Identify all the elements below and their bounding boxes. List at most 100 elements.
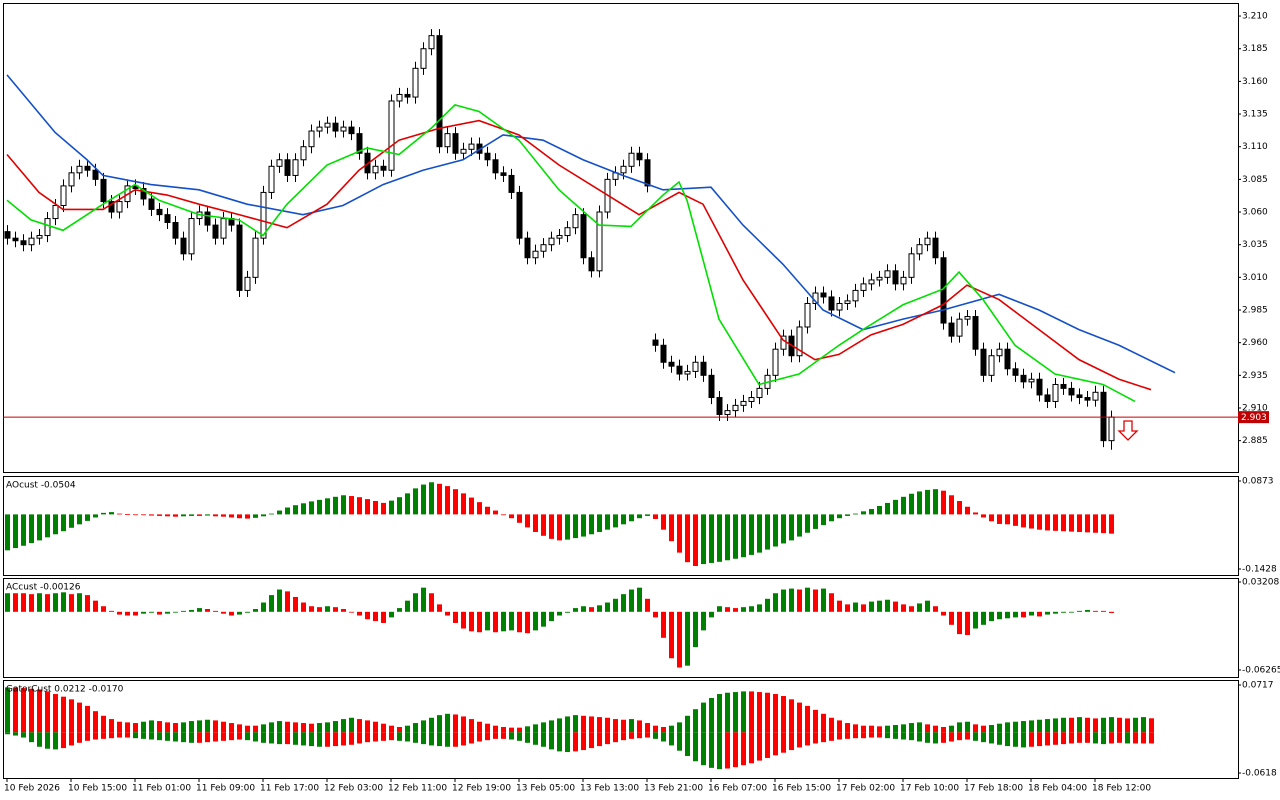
y-tick-label: 3.185 [1242,44,1268,54]
histogram-bar [293,596,298,612]
gator-lower-bar [421,732,426,745]
candle-body [220,218,227,239]
gator-upper-bar [901,724,906,733]
gator-lower-bar [925,732,930,743]
histogram-bar [357,497,362,515]
histogram-bar [93,600,98,612]
gator-upper-bar [1109,717,1114,733]
gator-lower-bar [269,732,274,744]
histogram-bar [533,611,538,631]
gator-upper-bar [173,723,178,733]
candle-body [972,316,979,350]
gator-lower-bar [1149,732,1154,744]
gator-upper-bar [1029,720,1034,733]
gator-upper-bar [317,723,322,733]
gator-upper-bar [861,725,866,733]
candle-body [708,374,715,399]
gator-upper-bar [573,715,578,733]
gator-upper-bar [141,721,146,733]
gator-upper-bar [981,725,986,733]
gator-lower-bar [21,732,26,738]
candle-body [700,361,707,376]
gator-upper-bar [37,689,42,733]
gator-lower-bar [709,732,714,768]
gator-lower-bar [949,732,954,742]
histogram-bar [949,495,954,515]
indicator-line [6,74,1176,374]
histogram-bar [389,500,394,515]
gator-upper-bar [549,720,554,733]
histogram-bar [349,496,354,515]
histogram-bar [709,514,714,563]
histogram-bar [1069,514,1074,532]
indicator-label: GatorCust 0.0212 -0.0170 [6,685,124,695]
gator-lower-bar [829,732,834,741]
histogram-bar [37,593,42,612]
histogram-bar [1021,514,1026,528]
indicator-line [6,119,1152,391]
gator-upper-bar [1053,718,1058,733]
gator-upper-bar [965,721,970,733]
histogram-bar [53,593,58,612]
histogram-bar [829,514,834,522]
histogram-bar [157,514,162,516]
candle-body [356,133,363,154]
histogram-bar [621,514,626,525]
candle-body [252,237,259,278]
histogram-bar [805,587,810,612]
gator-lower-bar [501,732,506,739]
gator-lower-bar [933,732,938,744]
histogram-bar [725,607,730,612]
gator-lower-bar [597,732,602,747]
y-tick-label: 3.060 [1242,208,1268,218]
histogram-bar [77,514,82,525]
y-tick-label: 3.085 [1242,175,1268,185]
gator-upper-bar [685,715,690,733]
histogram-bar [437,483,442,515]
gator-upper-bar [405,725,410,733]
candle-body [28,237,35,246]
gator-upper-bar [45,691,50,733]
histogram-bar [229,514,234,518]
gator-upper-bar [269,722,274,733]
histogram-bar [917,491,922,515]
gator-lower-bar [93,732,98,740]
histogram-bar [237,514,242,519]
candle-body [964,316,971,320]
gator-lower-bar [365,732,370,743]
histogram-bar [229,611,234,616]
histogram-bar [245,611,250,613]
histogram-bar [797,514,802,537]
gator-lower-bar [701,732,706,766]
gator-upper-bar [1133,717,1138,733]
gator-lower-bar [1069,732,1074,744]
histogram-bar [717,606,722,612]
gator-lower-bar [1061,732,1066,745]
candle-body [1084,397,1091,401]
gator-lower-bar [77,732,82,743]
histogram-bar [669,514,674,542]
gator-upper-bar [501,726,506,733]
gator-upper-bar [109,719,114,733]
gator-upper-bar [741,691,746,733]
histogram-bar [581,606,586,612]
gator-lower-bar [309,732,314,747]
histogram-bar [909,606,914,612]
histogram-bar [141,514,146,516]
histogram-bar [1085,514,1090,533]
histogram-bar [605,514,610,530]
histogram-bar [677,514,682,553]
candle-body [420,48,427,69]
gator-upper-bar [301,723,306,733]
gator-upper-bar [989,725,994,733]
gator-lower-bar [1029,732,1034,747]
histogram-bar [821,588,826,612]
histogram-bar [301,503,306,515]
gator-lower-bar [917,732,922,742]
gator-lower-bar [333,732,338,747]
candle-body [188,218,195,255]
y-tick-label: 0.0873 [1242,477,1274,487]
gator-lower-bar [477,732,482,742]
candle-body [1020,374,1027,383]
histogram-bar [189,514,194,516]
